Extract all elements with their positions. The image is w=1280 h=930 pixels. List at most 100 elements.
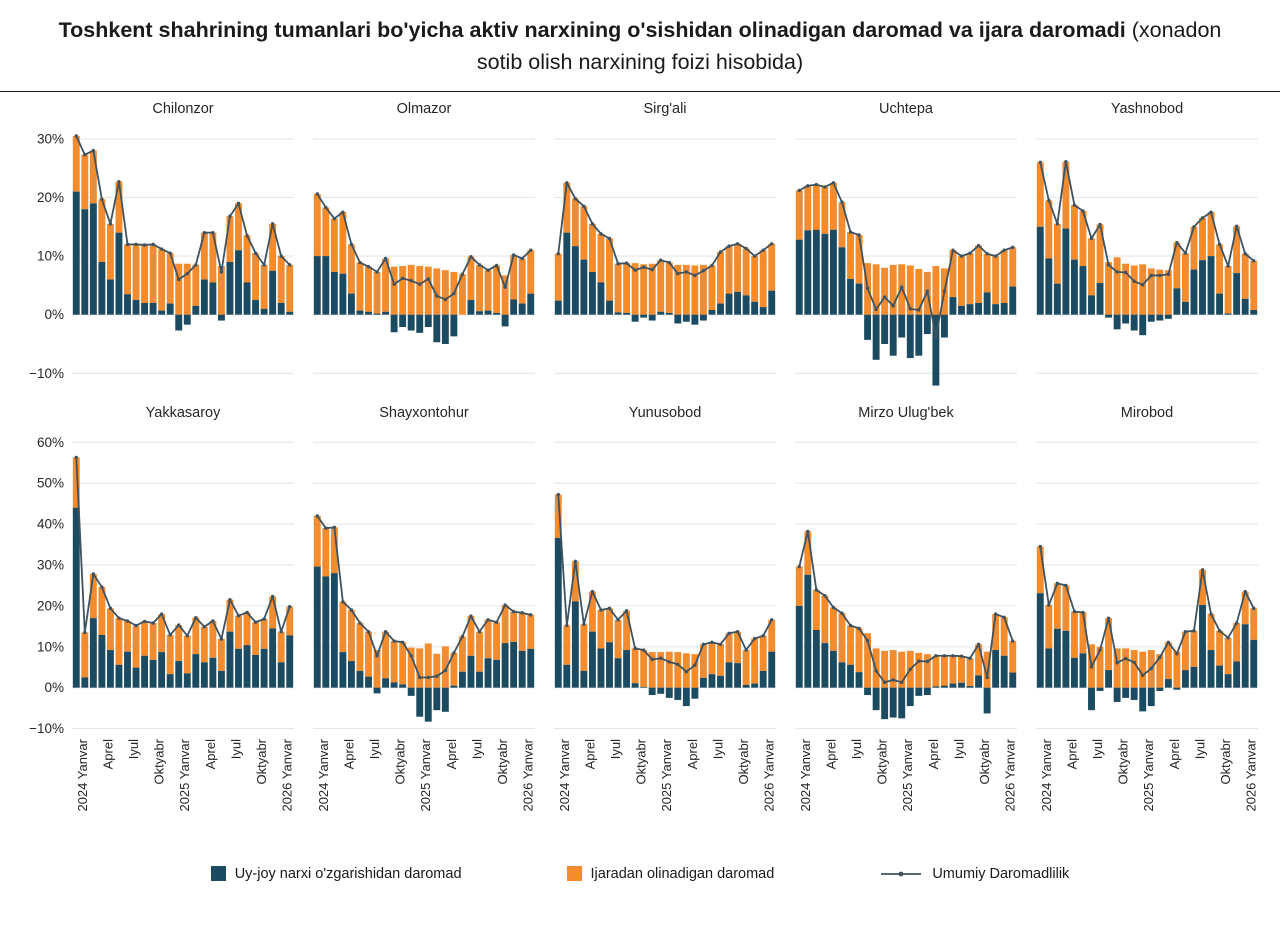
- line-marker: [125, 242, 130, 246]
- rent-bar: [940, 655, 948, 686]
- line-marker: [770, 617, 774, 621]
- rent-bar: [132, 625, 140, 668]
- x-tick-label: Oktyabr: [977, 738, 992, 784]
- line-marker: [1243, 589, 1247, 593]
- line-marker: [202, 230, 207, 234]
- line-marker: [142, 619, 147, 623]
- price-bar: [1156, 314, 1164, 321]
- rent-bar: [674, 264, 682, 315]
- price-bar: [476, 310, 483, 315]
- line-marker: [1209, 209, 1213, 214]
- price-bar: [141, 655, 149, 688]
- rent-bar: [339, 601, 347, 652]
- line-marker: [262, 616, 266, 621]
- rent-bar: [347, 609, 355, 661]
- line-marker: [288, 262, 292, 267]
- rent-bar: [838, 201, 846, 247]
- line-marker: [349, 607, 354, 612]
- line-marker: [727, 243, 731, 248]
- line-marker: [556, 492, 560, 496]
- price-bar: [940, 314, 948, 338]
- price-bar: [243, 281, 251, 315]
- rent-bar: [563, 625, 571, 665]
- line-marker: [460, 272, 465, 276]
- line-marker: [968, 250, 972, 255]
- line-marker: [942, 289, 947, 293]
- price-bar: [1096, 687, 1104, 691]
- price-bar: [493, 312, 501, 315]
- line-marker: [582, 204, 586, 208]
- line-marker: [443, 668, 448, 672]
- price-bar: [734, 662, 742, 688]
- price-bar: [407, 687, 415, 696]
- line-marker: [735, 241, 740, 245]
- line-marker: [676, 271, 680, 275]
- rent-bar: [1216, 243, 1224, 294]
- x-tick-label: Iyul: [1193, 738, 1208, 758]
- price-bar: [992, 303, 1000, 315]
- price-bar: [1045, 257, 1053, 315]
- x-tick-label: 2026 Yanvar: [762, 738, 777, 811]
- rent-bar: [847, 625, 854, 665]
- x-tick-label: 2025 Yanvar: [418, 738, 433, 811]
- line-marker: [1217, 628, 1222, 633]
- line-marker: [891, 677, 895, 682]
- x-tick-label: Iyul: [711, 738, 726, 758]
- rent-bar: [906, 264, 914, 315]
- price-bar: [821, 642, 829, 688]
- line-marker: [857, 626, 861, 630]
- price-bar: [958, 305, 965, 315]
- rent-bar: [597, 233, 605, 282]
- rent-bar: [708, 641, 716, 674]
- line-marker: [744, 246, 748, 250]
- price-bar: [1190, 666, 1198, 688]
- rent-bar: [588, 223, 596, 272]
- rent-bar: [742, 649, 750, 685]
- price-bar: [725, 293, 733, 315]
- rent-bar: [1224, 637, 1232, 674]
- price-bar: [226, 631, 234, 688]
- line-marker: [556, 251, 560, 255]
- price-bar: [614, 657, 622, 688]
- rent-bar: [433, 267, 441, 315]
- rent-bar: [382, 631, 390, 678]
- line-marker: [701, 642, 706, 646]
- price-bar: [1207, 649, 1215, 688]
- line-marker: [1089, 664, 1094, 669]
- rent-bar: [467, 256, 475, 300]
- rent-bar: [1130, 649, 1138, 688]
- rent-bar: [571, 560, 579, 601]
- line-marker: [253, 620, 258, 624]
- price-bar: [975, 674, 983, 688]
- rent-bar: [200, 232, 208, 280]
- price-bar: [795, 605, 803, 688]
- line-marker: [1038, 160, 1042, 164]
- rent-bar: [1147, 267, 1155, 315]
- line-marker: [452, 650, 456, 655]
- rent-bar: [855, 627, 863, 672]
- rent-bar: [518, 257, 526, 304]
- line-marker: [831, 180, 836, 185]
- line-marker: [332, 216, 337, 220]
- rent-bar: [734, 243, 742, 292]
- line-marker: [486, 617, 490, 621]
- line-marker: [900, 284, 904, 289]
- line-marker: [814, 587, 819, 592]
- price-bar: [898, 687, 906, 718]
- rent-bar: [330, 526, 338, 573]
- price-bar: [226, 261, 234, 315]
- line-marker: [744, 647, 748, 652]
- line-marker: [806, 529, 810, 533]
- price-bar: [804, 574, 812, 688]
- rent-bar: [915, 268, 923, 315]
- rent-bar: [493, 264, 501, 313]
- line-marker: [443, 297, 448, 301]
- price-bar: [166, 673, 174, 688]
- line-marker: [934, 653, 938, 657]
- line-marker: [108, 606, 113, 610]
- rent-bar: [1156, 269, 1164, 315]
- rent-bar: [554, 253, 562, 301]
- line-marker: [693, 662, 697, 667]
- rent-bar: [580, 205, 588, 260]
- rent-bar: [571, 198, 579, 246]
